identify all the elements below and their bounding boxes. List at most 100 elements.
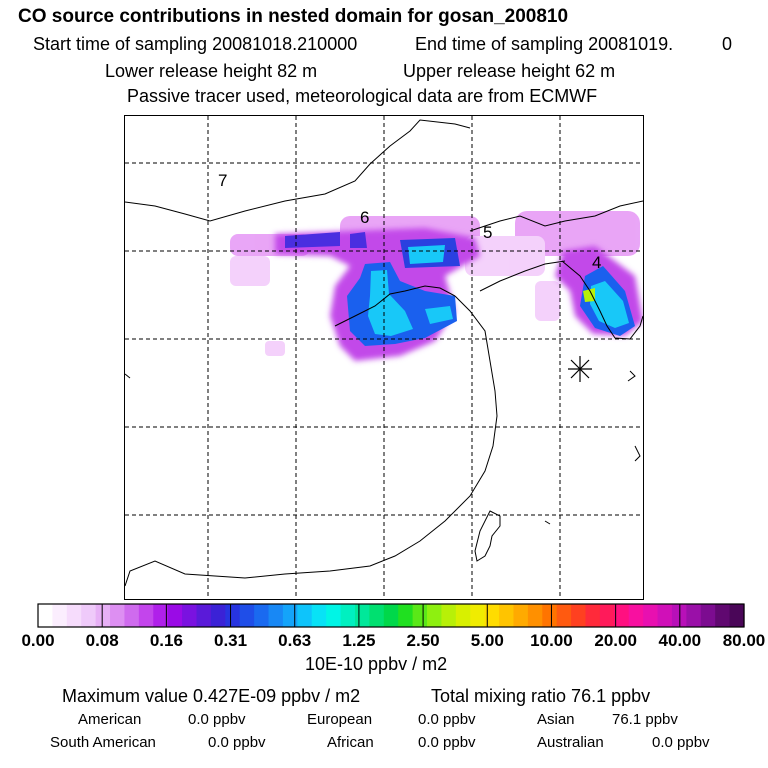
colorbar-tick-label: 0.16 [149,631,183,650]
maximum-value: Maximum value 0.427E-09 ppbv / m2 [62,686,361,706]
colorbar-cell [167,604,183,627]
colorbar-cell [657,604,673,627]
african-value: 0.0 ppbv [418,734,476,751]
plume-mid [350,232,367,248]
start-time-label: Start time of sampling 20081018.210000 [33,34,358,54]
coastline [125,119,471,222]
end-time-label: End time of sampling 20081019. [415,34,674,54]
coastline [544,520,551,525]
colorbar-cell [484,604,500,627]
american-value: 0.0 ppbv [188,711,246,728]
concentration-field [230,211,643,361]
colorbar-unit: 10E-10 ppbv / m2 [305,654,448,674]
colorbar-cell [124,604,140,627]
colorbar-cell [138,604,154,627]
australian-value: 0.0 ppbv [652,734,710,751]
lower-release-height: Lower release height 82 m [105,61,318,81]
colorbar-cell [153,604,169,627]
plume-mid [285,232,340,248]
map-title: CO source contributions in nested domain… [18,6,569,27]
colorbar-cell [311,604,327,627]
colorbar-cell [499,604,515,627]
plume-cell [515,211,640,256]
colorbar-tick-label: 5.00 [470,631,504,650]
colorbar-tick-label: 0.00 [21,631,55,650]
colorbar-cell [686,604,702,627]
end-time-suffix: 0 [722,34,733,54]
colorbar-tick-label: 0.63 [278,631,312,650]
plume-core [425,306,453,324]
colorbar-cell [542,604,558,627]
colorbar-cell [210,604,226,627]
colorbar-outline [37,603,745,628]
colorbar-cell [254,604,270,627]
upper-release-height: Upper release height 62 m [403,61,616,81]
coastline [125,295,498,587]
colorbar-cell [268,604,284,627]
colorbar-cell [354,604,370,627]
colorbar-cell [729,604,745,627]
region-label-7: 7 [218,171,227,190]
colorbar-tick-label: 2.50 [406,631,440,650]
colorbar-cell [571,604,587,627]
colorbar-cell [700,604,716,627]
colorbar-cell [38,604,54,627]
region-label-5: 5 [483,223,492,242]
coastline [125,373,131,379]
colorbar-cell [182,604,198,627]
colorbar-cell [81,604,97,627]
colorbar-cell [715,604,731,627]
region-label-4: 4 [592,253,601,272]
south-american-label: South American [50,734,156,751]
region-label-6: 6 [360,208,369,227]
colorbar-cell [398,604,414,627]
colorbar-tick-label: 0.08 [85,631,119,650]
african-label: African [327,734,374,751]
plume-cell [535,281,560,321]
south-american-value: 0.0 ppbv [208,734,266,751]
colorbar-cell [282,604,298,627]
colorbar-cell [556,604,572,627]
coastline [474,510,501,562]
colorbar-cell [513,604,529,627]
colorbar-tick-label: 20.00 [594,631,637,650]
colorbar-cell [643,604,659,627]
european-value: 0.0 ppbv [418,711,476,728]
plume-core [590,281,629,328]
colorbar-cell [297,604,313,627]
colorbar-tick-label: 10.00 [530,631,573,650]
colorbar-cell [196,604,212,627]
colorbar [37,603,745,628]
colorbar-tick-label: 40.00 [658,631,702,650]
plume-core [408,245,445,264]
colorbar-tick-label: 80.00 [722,631,766,650]
map-canvas: 7 6 5 4 [125,116,643,599]
colorbar-cell [340,604,356,627]
colorbar-cell [412,604,428,627]
colorbar-cell [628,604,644,627]
plume-peak [583,288,595,302]
colorbar-tick-label: 1.25 [342,631,376,650]
colorbar-cell [95,604,111,627]
australian-label: Australian [537,734,604,751]
colorbar-cell [599,604,615,627]
colorbar-cell [614,604,630,627]
asian-value: 76.1 ppbv [612,711,678,728]
lat-lon-grid [125,116,643,599]
star-icon [568,356,592,382]
plume-cell [230,256,270,286]
colorbar-cell [225,604,241,627]
colorbar-cell [585,604,601,627]
american-label: American [78,711,142,728]
coastline [334,285,456,327]
plume-core [368,270,413,336]
colorbar-cell [527,604,543,627]
colorbar-cell [427,604,443,627]
coastline [469,200,643,232]
coastline [561,260,643,340]
coastline [627,370,636,382]
colorbar-cell [326,604,342,627]
coastline [634,445,641,462]
colorbar-tick-label: 0.31 [213,631,248,650]
colorbar-cell [470,604,486,627]
